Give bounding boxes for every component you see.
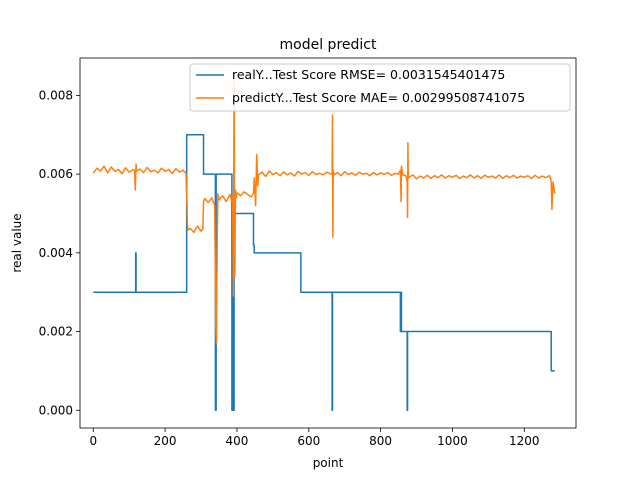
chart-title: model predict [280, 37, 377, 53]
legend-frame [189, 63, 571, 112]
x-tick-label: 1200 [509, 434, 540, 448]
y-tick-label: 0.004 [39, 246, 73, 260]
x-tick-label: 400 [225, 434, 248, 448]
legend-label-predict: predictY...Test Score MAE= 0.00299508741… [232, 90, 525, 105]
y-axis-label: real value [10, 213, 24, 272]
chart-legend: realY...Test Score RMSE= 0.0031545401475… [189, 63, 571, 112]
y-tick-label: 0.002 [39, 325, 73, 339]
x-tick-label: 800 [369, 434, 392, 448]
series-line-1 [92, 71, 556, 345]
x-tick-label: 0 [89, 434, 97, 448]
x-tick-label: 600 [297, 434, 320, 448]
series-layer [92, 71, 556, 412]
series-line-0 [93, 134, 555, 412]
x-tick-label: 1000 [437, 434, 468, 448]
x-axis-ticks: 0 200 400 600 800 1000 1200 [89, 428, 540, 448]
legend-label-real: realY...Test Score RMSE= 0.0031545401475 [232, 67, 505, 82]
y-tick-label: 0.008 [39, 88, 73, 102]
x-tick-label: 200 [154, 434, 177, 448]
plot-frame [79, 57, 577, 429]
x-axis-label: point [313, 456, 344, 470]
y-axis-ticks: 0.000 0.002 0.004 0.006 0.008 [39, 88, 80, 417]
y-tick-label: 0.006 [39, 167, 73, 181]
y-tick-label: 0.000 [39, 403, 73, 417]
